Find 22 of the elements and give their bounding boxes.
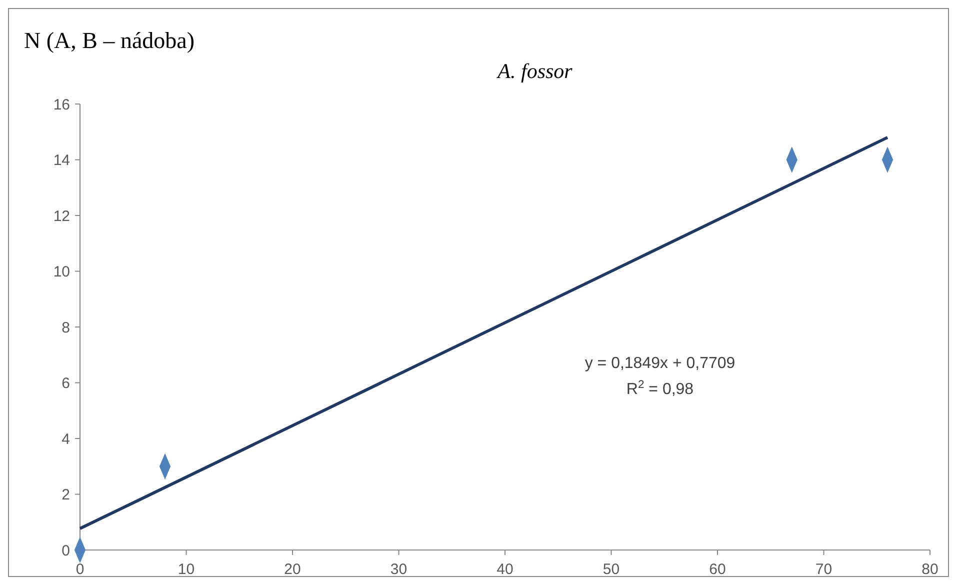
y-tick-label: 4 [62, 430, 70, 448]
chart-title: A. fossor [496, 59, 574, 83]
y-tick-label: 14 [53, 152, 70, 169]
x-tick-label: 40 [496, 561, 514, 578]
y-tick-label: 0 [62, 542, 70, 560]
y-tick-label: 16 [53, 96, 70, 114]
y-tick-label: 6 [62, 375, 70, 392]
y-tick-label: 8 [62, 319, 70, 336]
x-tick-label: 70 [815, 561, 832, 578]
y-tick-label: 12 [53, 208, 70, 225]
y-axis-title: N (A, B – nádoba) [24, 28, 195, 53]
annotation: R$^{2}$ = 0,98 [626, 379, 694, 398]
x-tick-label: 60 [709, 561, 726, 578]
y-tick-label: 2 [62, 486, 70, 504]
x-tick-label: 80 [922, 561, 938, 578]
x-tick-label: 10 [178, 561, 195, 578]
x-tick-label: 50 [602, 561, 620, 578]
x-tick-label: 20 [284, 561, 301, 578]
y-tick-label: 10 [53, 264, 70, 280]
annotation: y = 0,1849x + 0,7709 [584, 355, 736, 372]
x-tick-label: 30 [390, 561, 408, 578]
x-tick-label: 0 [76, 561, 84, 578]
